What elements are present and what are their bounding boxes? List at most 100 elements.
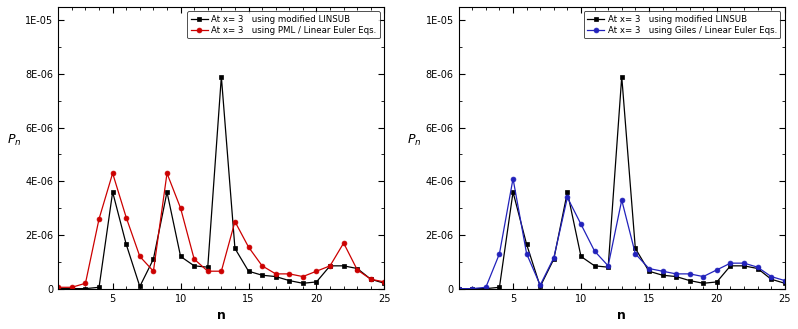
At x= 3   using PML / Linear Euler Eqs.	[94, 217, 104, 221]
Y-axis label: $P_n$: $P_n$	[7, 133, 22, 148]
At x= 3   using Giles / Linear Euler Eqs.	[766, 275, 776, 279]
Legend: At x= 3   using modified LINSUB, At x= 3   using Giles / Linear Euler Eqs.: At x= 3 using modified LINSUB, At x= 3 u…	[583, 11, 780, 38]
Y-axis label: $P_n$: $P_n$	[407, 133, 422, 148]
At x= 3   using modified LINSUB	[617, 75, 626, 79]
At x= 3   using PML / Linear Euler Eqs.	[216, 269, 226, 273]
At x= 3   using Giles / Linear Euler Eqs.	[644, 266, 654, 270]
At x= 3   using PML / Linear Euler Eqs.	[243, 245, 253, 249]
At x= 3   using modified LINSUB	[753, 266, 762, 270]
At x= 3   using Giles / Linear Euler Eqs.	[508, 177, 518, 181]
At x= 3   using PML / Linear Euler Eqs.	[353, 268, 362, 272]
At x= 3   using Giles / Linear Euler Eqs.	[685, 272, 694, 276]
At x= 3   using PML / Linear Euler Eqs.	[148, 269, 158, 273]
Line: At x= 3   using modified LINSUB: At x= 3 using modified LINSUB	[56, 74, 387, 291]
At x= 3   using Giles / Linear Euler Eqs.	[481, 285, 491, 289]
At x= 3   using modified LINSUB	[766, 277, 776, 281]
At x= 3   using Giles / Linear Euler Eqs.	[753, 265, 762, 269]
At x= 3   using modified LINSUB	[549, 257, 559, 261]
At x= 3   using Giles / Linear Euler Eqs.	[535, 283, 545, 287]
At x= 3   using modified LINSUB	[698, 281, 708, 285]
Line: At x= 3   using Giles / Linear Euler Eqs.: At x= 3 using Giles / Linear Euler Eqs.	[456, 176, 788, 291]
At x= 3   using modified LINSUB	[739, 264, 749, 268]
At x= 3   using modified LINSUB	[495, 285, 504, 289]
At x= 3   using modified LINSUB	[468, 287, 477, 291]
At x= 3   using modified LINSUB	[176, 254, 185, 258]
At x= 3   using PML / Linear Euler Eqs.	[380, 280, 389, 284]
At x= 3   using modified LINSUB	[285, 279, 294, 283]
At x= 3   using Giles / Linear Euler Eqs.	[739, 261, 749, 265]
At x= 3   using modified LINSUB	[257, 273, 267, 277]
At x= 3   using modified LINSUB	[53, 287, 63, 291]
At x= 3   using modified LINSUB	[271, 275, 280, 279]
Line: At x= 3   using modified LINSUB: At x= 3 using modified LINSUB	[456, 74, 788, 291]
At x= 3   using Giles / Linear Euler Eqs.	[712, 268, 721, 272]
At x= 3   using modified LINSUB	[454, 287, 464, 291]
At x= 3   using Giles / Linear Euler Eqs.	[698, 275, 708, 279]
At x= 3   using Giles / Linear Euler Eqs.	[576, 222, 586, 226]
At x= 3   using PML / Linear Euler Eqs.	[285, 272, 294, 276]
At x= 3   using modified LINSUB	[712, 280, 721, 284]
At x= 3   using modified LINSUB	[590, 264, 599, 268]
At x= 3   using modified LINSUB	[94, 285, 104, 289]
X-axis label: n: n	[618, 309, 626, 322]
At x= 3   using PML / Linear Euler Eqs.	[108, 171, 117, 175]
At x= 3   using modified LINSUB	[108, 190, 117, 194]
At x= 3   using PML / Linear Euler Eqs.	[121, 215, 131, 219]
At x= 3   using modified LINSUB	[298, 281, 308, 285]
At x= 3   using modified LINSUB	[780, 281, 789, 285]
At x= 3   using Giles / Linear Euler Eqs.	[454, 287, 464, 291]
X-axis label: n: n	[217, 309, 226, 322]
At x= 3   using Giles / Linear Euler Eqs.	[590, 249, 599, 253]
At x= 3   using modified LINSUB	[671, 275, 681, 279]
At x= 3   using modified LINSUB	[563, 190, 572, 194]
At x= 3   using modified LINSUB	[522, 242, 531, 246]
At x= 3   using Giles / Linear Euler Eqs.	[671, 272, 681, 276]
At x= 3   using modified LINSUB	[508, 190, 518, 194]
At x= 3   using modified LINSUB	[121, 242, 131, 246]
At x= 3   using modified LINSUB	[658, 273, 667, 277]
Line: At x= 3   using PML / Linear Euler Eqs.: At x= 3 using PML / Linear Euler Eqs.	[56, 171, 387, 290]
At x= 3   using modified LINSUB	[230, 246, 239, 250]
At x= 3   using PML / Linear Euler Eqs.	[176, 206, 185, 210]
At x= 3   using Giles / Linear Euler Eqs.	[617, 198, 626, 202]
At x= 3   using PML / Linear Euler Eqs.	[189, 257, 199, 261]
At x= 3   using modified LINSUB	[243, 269, 253, 273]
At x= 3   using modified LINSUB	[481, 287, 491, 291]
At x= 3   using PML / Linear Euler Eqs.	[230, 219, 239, 223]
At x= 3   using PML / Linear Euler Eqs.	[162, 171, 172, 175]
At x= 3   using PML / Linear Euler Eqs.	[203, 269, 212, 273]
At x= 3   using modified LINSUB	[685, 279, 694, 283]
At x= 3   using modified LINSUB	[576, 254, 586, 258]
At x= 3   using PML / Linear Euler Eqs.	[81, 281, 90, 285]
At x= 3   using modified LINSUB	[535, 285, 545, 289]
At x= 3   using modified LINSUB	[725, 264, 735, 268]
At x= 3   using modified LINSUB	[353, 266, 362, 270]
At x= 3   using modified LINSUB	[339, 264, 349, 268]
At x= 3   using PML / Linear Euler Eqs.	[67, 285, 77, 289]
At x= 3   using modified LINSUB	[81, 287, 90, 291]
At x= 3   using modified LINSUB	[67, 287, 77, 291]
At x= 3   using modified LINSUB	[603, 265, 613, 269]
At x= 3   using Giles / Linear Euler Eqs.	[495, 252, 504, 256]
Legend: At x= 3   using modified LINSUB, At x= 3   using PML / Linear Euler Eqs.: At x= 3 using modified LINSUB, At x= 3 u…	[188, 11, 380, 38]
At x= 3   using Giles / Linear Euler Eqs.	[725, 261, 735, 265]
At x= 3   using Giles / Linear Euler Eqs.	[780, 279, 789, 283]
At x= 3   using modified LINSUB	[216, 75, 226, 79]
At x= 3   using Giles / Linear Euler Eqs.	[630, 252, 640, 256]
At x= 3   using Giles / Linear Euler Eqs.	[522, 252, 531, 256]
At x= 3   using modified LINSUB	[203, 265, 212, 269]
At x= 3   using modified LINSUB	[135, 285, 144, 289]
At x= 3   using modified LINSUB	[162, 190, 172, 194]
At x= 3   using PML / Linear Euler Eqs.	[53, 285, 63, 289]
At x= 3   using modified LINSUB	[326, 264, 335, 268]
At x= 3   using modified LINSUB	[366, 277, 376, 281]
At x= 3   using PML / Linear Euler Eqs.	[366, 277, 376, 281]
At x= 3   using Giles / Linear Euler Eqs.	[603, 264, 613, 268]
At x= 3   using PML / Linear Euler Eqs.	[298, 275, 308, 279]
At x= 3   using modified LINSUB	[312, 280, 322, 284]
At x= 3   using modified LINSUB	[644, 269, 654, 273]
At x= 3   using PML / Linear Euler Eqs.	[326, 264, 335, 268]
At x= 3   using PML / Linear Euler Eqs.	[271, 272, 280, 276]
At x= 3   using Giles / Linear Euler Eqs.	[563, 195, 572, 199]
At x= 3   using PML / Linear Euler Eqs.	[257, 264, 267, 268]
